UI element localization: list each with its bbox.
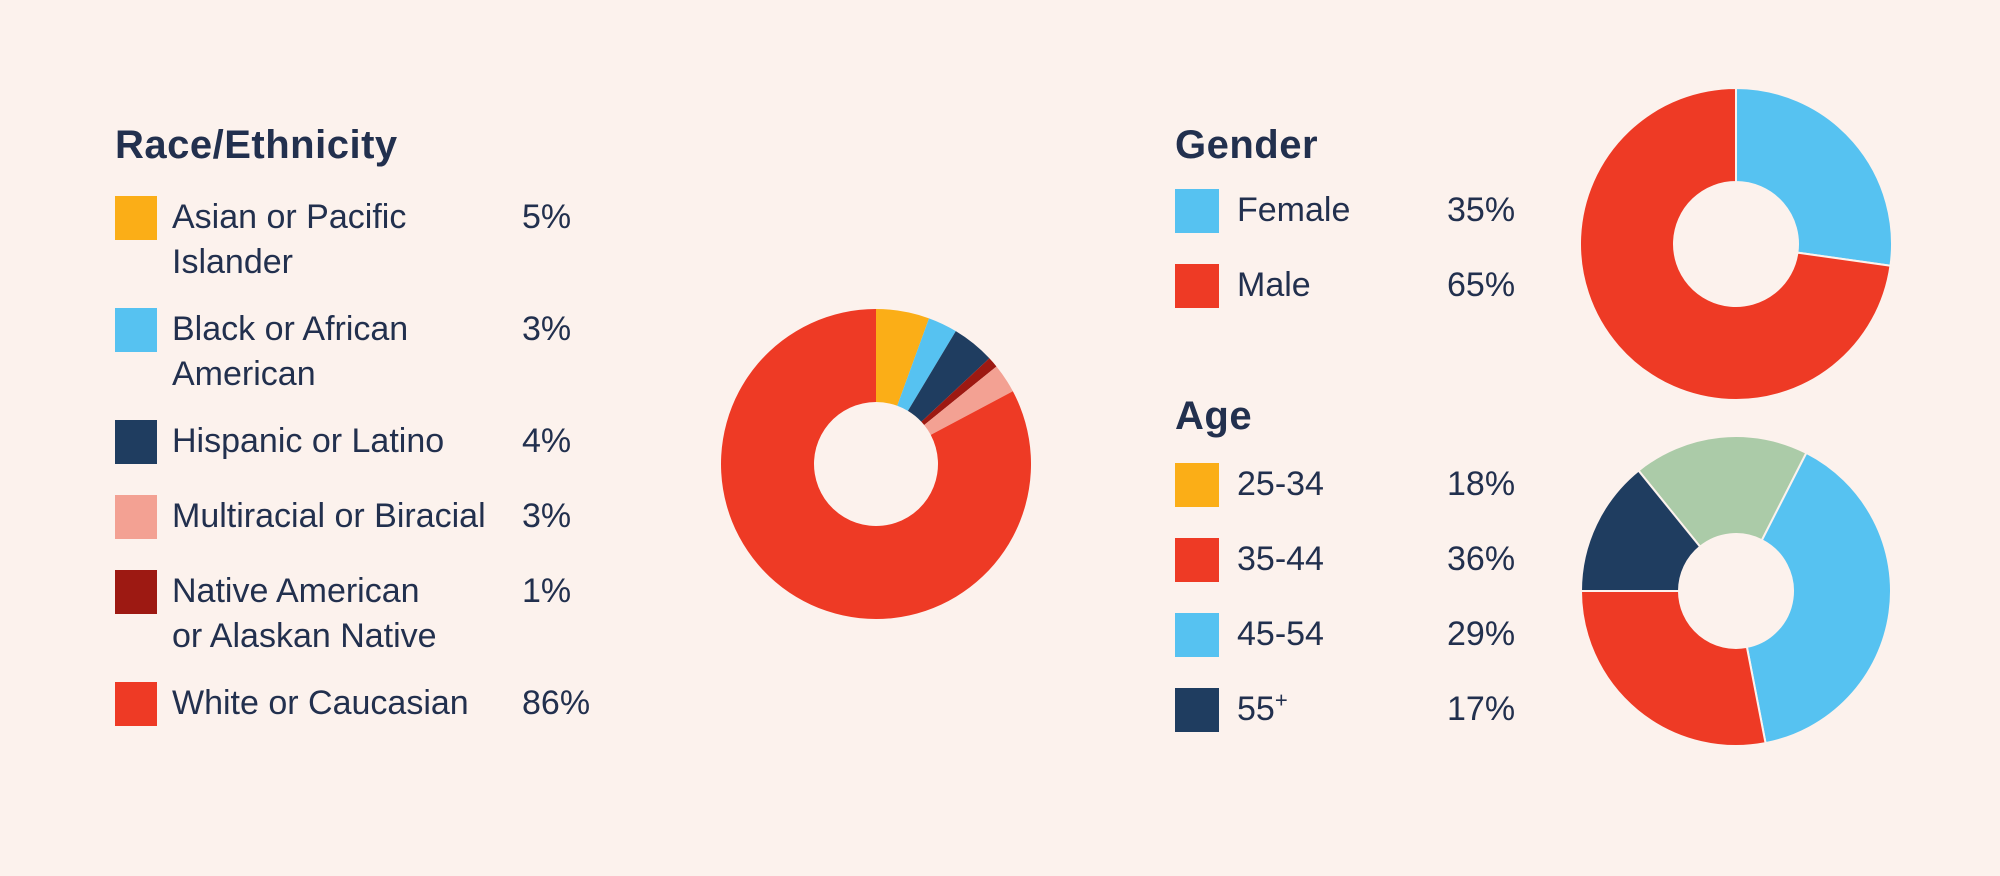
legend-item-black-or-african-american: Black or African American 3% <box>115 307 675 397</box>
legend-label: Black or African American <box>172 307 522 397</box>
legend-label-line: American <box>172 355 316 393</box>
legend-item-age-25-34: 25-34 18% <box>1175 462 1595 507</box>
legend-value: 29% <box>1447 615 1516 653</box>
legend-item-hispanic-or-latino: Hispanic or Latino 4% <box>115 419 675 464</box>
age-segment-25-34 <box>1637 436 1808 548</box>
age-55-plus-color-swatch <box>1175 688 1219 732</box>
age-25-34-color-swatch <box>1175 463 1219 507</box>
legend-label: Asian or Pacific Islander <box>172 195 522 285</box>
legend-label-line: Asian or Pacific <box>172 198 407 236</box>
age-section: Age 25-34 18% 35-44 36% 45-54 29% 55+ 17% <box>1175 393 1595 762</box>
legend-item-asian-or-pacific-islander: Asian or Pacific Islander 5% <box>115 195 675 285</box>
native-american-or-alaskan-native-color-swatch <box>115 570 157 614</box>
legend-label-line: Female <box>1237 191 1351 229</box>
legend-label-line: Multiracial or Biracial <box>172 497 486 535</box>
legend-label-line: 45-54 <box>1237 615 1324 653</box>
legend-label: Multiracial or Biracial <box>172 494 522 539</box>
multiracial-or-biracial-color-swatch <box>115 495 157 539</box>
legend-label-line: 35-44 <box>1237 540 1324 578</box>
legend-label-line: 55+ <box>1237 687 1288 728</box>
race-ethnicity-legend: Asian or Pacific Islander 5% Black or Afric… <box>115 195 675 726</box>
legend-value: 1% <box>522 572 572 610</box>
male-color-swatch <box>1175 264 1219 308</box>
legend-value: 36% <box>1447 540 1516 578</box>
legend-value: 3% <box>522 310 572 348</box>
age-35-44-color-swatch <box>1175 538 1219 582</box>
gender-title: Gender <box>1175 123 1319 167</box>
legend-label: White or Caucasian <box>172 681 522 726</box>
asian-or-pacific-islander-color-swatch <box>115 196 157 240</box>
legend-value: 18% <box>1447 465 1516 503</box>
legend-label: Female <box>1237 188 1447 233</box>
age-45-54-color-swatch <box>1175 613 1219 657</box>
legend-label-line: Black or African <box>172 310 409 348</box>
white-or-caucasian-color-swatch <box>115 682 157 726</box>
race-ethnicity-title: Race/Ethnicity <box>115 123 398 167</box>
race-segment-hispanic-or-latino <box>907 331 990 422</box>
black-or-african-american-color-swatch <box>115 308 157 352</box>
legend-label: 45-54 <box>1237 612 1447 657</box>
gender-legend: Female 35% Male 65% <box>1175 188 1595 308</box>
age-segment-55- <box>1581 469 1702 592</box>
legend-item-male: Male 65% <box>1175 263 1595 308</box>
legend-label: 55+ <box>1237 687 1447 732</box>
race-segment-white-or-caucasian <box>721 309 1031 619</box>
legend-value: 65% <box>1447 266 1516 304</box>
legend-label: Hispanic or Latino <box>172 419 522 464</box>
legend-label: Male <box>1237 263 1447 308</box>
race-segment-black-or-african-american <box>897 318 956 411</box>
legend-value: 35% <box>1447 191 1516 229</box>
hispanic-or-latino-color-swatch <box>115 420 157 464</box>
legend-label-line: White or Caucasian <box>172 684 469 722</box>
legend-item-white-or-caucasian: White or Caucasian 86% <box>115 681 675 726</box>
legend-label-line: or Alaskan Native <box>172 617 437 655</box>
age-title: Age <box>1175 394 1253 438</box>
age-segment-45-54 <box>1745 451 1891 745</box>
legend-label-line: Islander <box>172 243 293 281</box>
legend-label-line: Hispanic or Latino <box>172 422 445 460</box>
gender-donut-chart <box>1580 88 1892 400</box>
legend-item-age-55-plus: 55+ 17% <box>1175 687 1595 732</box>
age-legend: 25-34 18% 35-44 36% 45-54 29% 55+ 17% <box>1175 462 1595 732</box>
legend-label: 35-44 <box>1237 537 1447 582</box>
race-ethnicity-donut-chart <box>721 309 1031 619</box>
race-segment-native-american-or-alaskan-native <box>921 358 997 425</box>
legend-label-line: 25-34 <box>1237 465 1324 503</box>
legend-label-line: Male <box>1237 266 1311 304</box>
legend-item-age-45-54: 45-54 29% <box>1175 612 1595 657</box>
gender-segment-male <box>1580 88 1892 400</box>
age-segment-35-44 <box>1581 590 1767 746</box>
race-ethnicity-section: Race/Ethnicity Asian or Pacific Islander 5… <box>115 122 675 756</box>
female-color-swatch <box>1175 189 1219 233</box>
legend-item-female: Female 35% <box>1175 188 1595 233</box>
legend-label: 25-34 <box>1237 462 1447 507</box>
legend-value: 4% <box>522 422 572 460</box>
gender-section: Gender Female 35% Male 65% <box>1175 122 1595 338</box>
legend-item-age-35-44: 35-44 36% <box>1175 537 1595 582</box>
legend-label-line: Native American <box>172 572 420 610</box>
race-segment-asian-or-pacific-islander <box>876 309 930 406</box>
legend-item-multiracial-or-biracial: Multiracial or Biracial 3% <box>115 494 675 539</box>
legend-value: 5% <box>522 198 572 236</box>
legend-label: Native American or Alaskan Native <box>172 569 522 659</box>
age-donut-chart <box>1581 436 1891 746</box>
legend-value: 17% <box>1447 690 1516 728</box>
gender-segment-female <box>1735 88 1892 267</box>
legend-value: 3% <box>522 497 572 535</box>
race-segment-multiracial-or-biracial <box>924 366 1013 435</box>
legend-item-native-american-or-alaskan-native: Native American or Alaskan Native 1% <box>115 569 675 659</box>
legend-value: 86% <box>522 684 591 722</box>
plus-superscript: + <box>1274 687 1288 713</box>
